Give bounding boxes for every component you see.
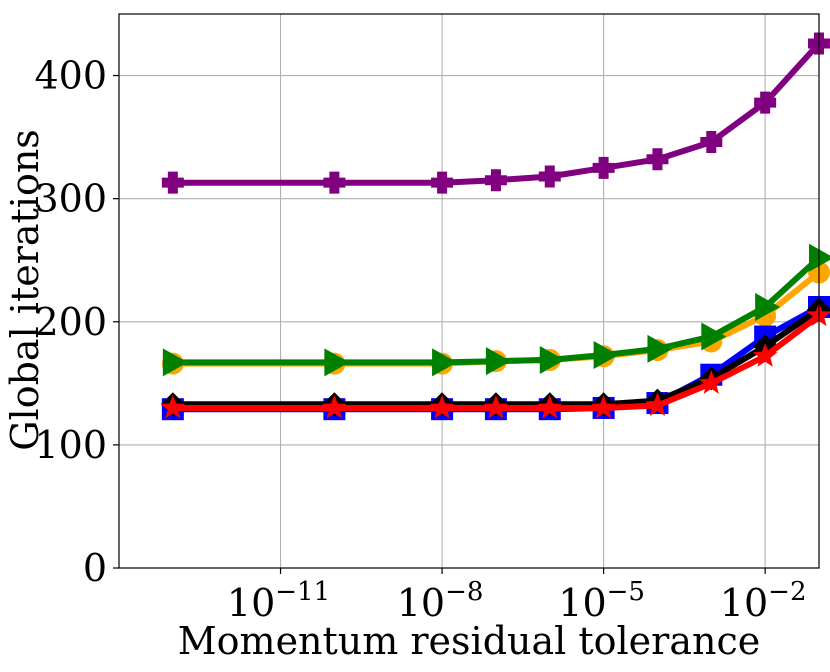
data-point-star <box>483 395 509 419</box>
series-star <box>160 302 830 419</box>
data-point-plus <box>646 148 669 171</box>
data-point-star <box>160 395 186 419</box>
data-point-triangle <box>701 322 727 351</box>
y-tick-label: 200 <box>34 300 107 344</box>
data-point-star <box>645 392 670 416</box>
series-line <box>172 41 822 186</box>
y-tick-label: 0 <box>83 546 107 590</box>
series-line <box>172 255 822 366</box>
data-point-star <box>322 395 347 419</box>
grid-lines <box>119 14 819 569</box>
data-point-star <box>806 302 830 327</box>
y-axis-ticks: 0 100 200 300 400 <box>34 54 119 590</box>
series-line <box>172 270 821 367</box>
data-point-plus <box>754 91 777 114</box>
series-plus <box>161 32 830 194</box>
x-tick-label: 10−11 <box>227 577 330 625</box>
data-point-plus <box>592 156 615 179</box>
x-tick-label: 10−5 <box>558 577 645 625</box>
data-point-triangle <box>755 293 781 322</box>
data-point-triangle <box>162 348 188 377</box>
data-point-star <box>429 395 455 419</box>
data-point-plus <box>323 171 346 194</box>
y-tick-label: 100 <box>34 423 107 467</box>
data-point-triangle <box>539 345 565 374</box>
data-point-triangle <box>432 348 458 377</box>
x-axis-ticks: 10−11 10−8 10−5 10−2 <box>227 568 807 625</box>
data-point-star <box>698 370 724 394</box>
x-tick-label: 10−8 <box>397 577 484 625</box>
data-point-triangle <box>485 347 511 376</box>
plot-frame <box>118 13 820 569</box>
x-tick-label: 10−2 <box>720 577 807 625</box>
data-point-triangle <box>593 341 619 370</box>
data-point-star <box>591 395 616 419</box>
data-point-plus <box>538 165 561 188</box>
series-triangle-right <box>162 243 830 377</box>
x-axis-label: Momentum residual tolerance <box>178 619 761 663</box>
data-point-plus <box>161 171 184 194</box>
y-axis-label: Global iterations <box>3 129 47 451</box>
y-tick-label: 400 <box>34 54 107 98</box>
y-tick-label: 300 <box>34 177 107 221</box>
data-point-plus <box>431 171 454 194</box>
series-layer <box>160 32 830 421</box>
data-point-star <box>537 395 563 419</box>
series-line <box>172 313 821 411</box>
data-point-plus <box>700 131 723 154</box>
data-point-triangle <box>647 334 673 363</box>
data-point-triangle <box>324 348 350 377</box>
data-point-star <box>752 343 778 367</box>
data-point-plus <box>484 169 507 192</box>
series-line <box>172 307 821 408</box>
